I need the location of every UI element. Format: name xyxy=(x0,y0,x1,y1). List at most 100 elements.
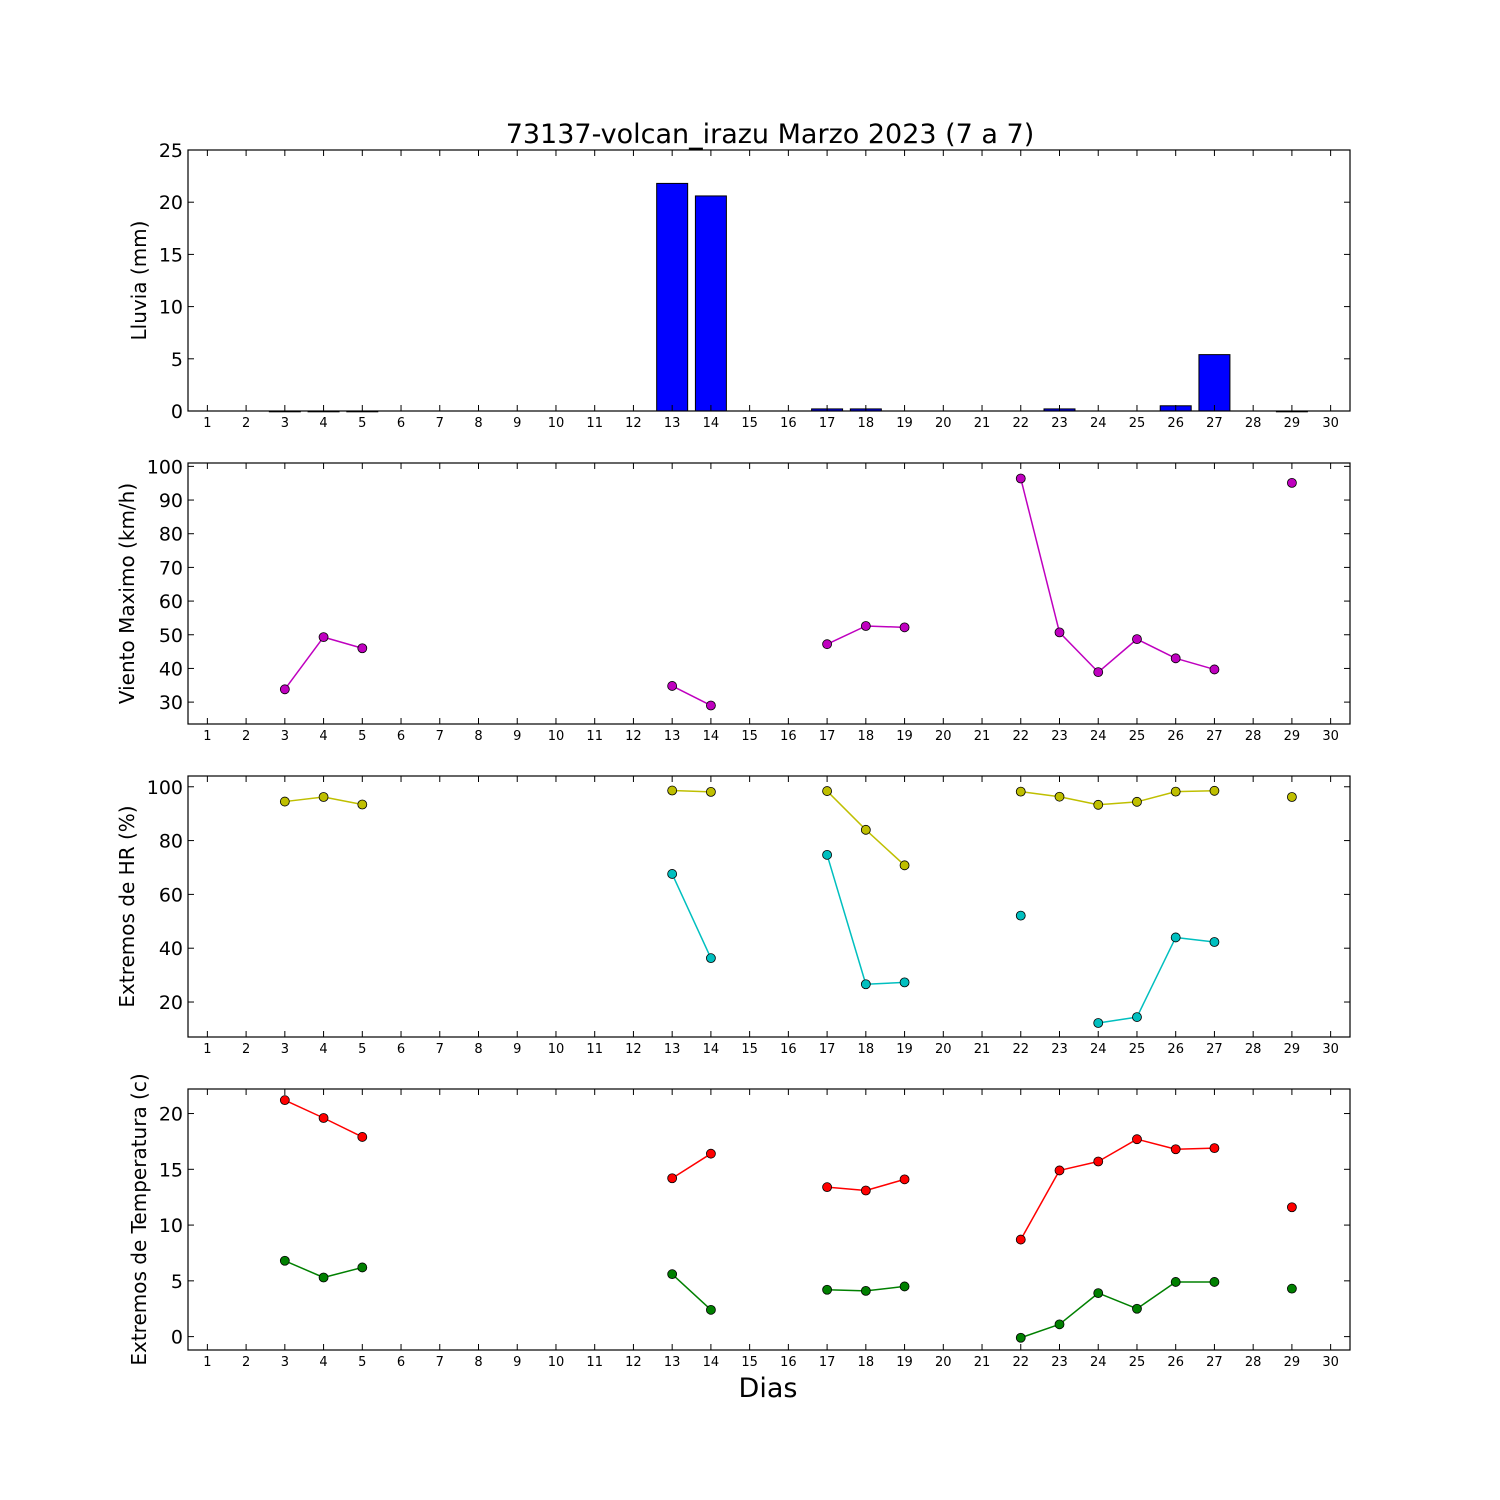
data-point-day-22 xyxy=(1015,786,1026,797)
data-point-day-13 xyxy=(667,869,678,879)
panels-layer: 1 2 3 4 5 6 7 8 9 10 11 12 13 14 15 16 17 18 19 20 21 22 23 24 2… xyxy=(115,140,1351,1370)
series-segment xyxy=(865,981,905,986)
data-point-day-5 xyxy=(357,799,368,810)
x-tick-label: 5 xyxy=(358,416,366,431)
x-tick-label: 26 xyxy=(1167,416,1184,431)
series-segment xyxy=(1020,790,1060,798)
panel-2: 1 2 3 4 5 6 7 8 9 10 11 12 13 14 15 16 17 18 19 20 21 22 23 24 2… xyxy=(115,456,1351,744)
x-tick-label: 9 xyxy=(513,416,521,431)
data-point-day-22 xyxy=(1015,1234,1026,1245)
y-axis-label: Viento Maximo (km/h) xyxy=(115,483,139,704)
x-tick-label: 8 xyxy=(474,729,482,744)
series-segment xyxy=(1059,795,1099,806)
data-point-day-3 xyxy=(279,1095,290,1106)
series-segment xyxy=(284,636,325,690)
series-segment xyxy=(1097,1292,1138,1310)
data-point-day-26 xyxy=(1170,932,1181,943)
rain-bar-day-14 xyxy=(694,195,727,412)
data-point-day-17 xyxy=(822,849,832,860)
y-tick-label: 15 xyxy=(159,244,183,266)
data-point-day-18 xyxy=(860,824,871,835)
x-tick-label: 10 xyxy=(548,1355,565,1370)
data-point-day-24 xyxy=(1093,1156,1104,1167)
data-point-day-18 xyxy=(860,1285,871,1296)
series-segment xyxy=(671,873,712,959)
data-point-day-19 xyxy=(899,1174,910,1185)
series-segment xyxy=(865,625,905,629)
plot-frame xyxy=(187,1088,1351,1351)
panel-1: 1 2 3 4 5 6 7 8 9 10 11 12 13 14 15 16 17 18 19 20 21 22 23 24 2… xyxy=(127,140,1351,431)
x-tick-label: 20 xyxy=(935,1042,952,1057)
series-2 xyxy=(279,1255,1297,1343)
data-point-day-24 xyxy=(1093,667,1104,678)
y-tick-label: 40 xyxy=(159,938,183,960)
x-tick-label: 13 xyxy=(664,1042,681,1057)
series-segment xyxy=(671,1153,712,1179)
x-tick-label: 16 xyxy=(780,729,797,744)
data-point-day-13 xyxy=(667,681,678,691)
x-tick-label: 21 xyxy=(974,1042,991,1057)
x-tick-label: 17 xyxy=(819,1042,836,1057)
data-point-day-4 xyxy=(318,632,329,643)
plot-frame xyxy=(187,149,1351,412)
data-point-day-23 xyxy=(1054,1319,1065,1330)
data-point-day-27 xyxy=(1209,937,1220,947)
x-tick-label: 27 xyxy=(1206,1355,1223,1370)
x-tick-label: 26 xyxy=(1167,729,1184,744)
x-axis-label: Dias xyxy=(739,1373,798,1404)
y-axis-label: Extremos de HR (%) xyxy=(115,805,139,1007)
data-point-day-5 xyxy=(357,643,368,654)
data-point-day-25 xyxy=(1132,634,1142,645)
y-axis-label: Extremos de Temperatura (c) xyxy=(127,1073,151,1365)
data-point-day-25 xyxy=(1132,796,1142,807)
rain-bar-day-13 xyxy=(656,182,689,412)
y-tick-label: 25 xyxy=(159,140,183,162)
series-segment xyxy=(671,685,712,707)
data-point-day-29 xyxy=(1287,477,1297,488)
x-tick-label: 11 xyxy=(586,416,603,431)
x-tick-label: 4 xyxy=(319,1042,327,1057)
data-point-day-25 xyxy=(1132,1012,1142,1022)
x-tick-label: 16 xyxy=(780,1355,797,1370)
series-segment xyxy=(826,625,867,645)
series-segment xyxy=(1136,790,1176,803)
x-tick-label: 23 xyxy=(1051,1042,1068,1057)
x-tick-label: 21 xyxy=(974,416,991,431)
x-tick-label: 30 xyxy=(1322,416,1339,431)
x-tick-label: 5 xyxy=(358,729,366,744)
y-tick-label: 50 xyxy=(159,625,183,647)
x-tick-label: 30 xyxy=(1322,729,1339,744)
series-segment xyxy=(1175,936,1215,943)
rain-bar-day-27 xyxy=(1198,354,1231,412)
data-point-day-25 xyxy=(1132,1303,1142,1314)
data-point-day-4 xyxy=(318,792,329,802)
series-1 xyxy=(279,785,1297,871)
x-tick-label: 8 xyxy=(474,416,482,431)
data-point-day-27 xyxy=(1209,1143,1220,1154)
x-tick-label: 3 xyxy=(281,729,289,744)
data-point-day-29 xyxy=(1287,1202,1297,1213)
data-point-day-14 xyxy=(706,700,716,711)
x-tick-label: 15 xyxy=(741,1042,758,1057)
x-tick-label: 8 xyxy=(474,1355,482,1370)
series-segment xyxy=(1059,1160,1099,1172)
x-tick-label: 16 xyxy=(780,1042,797,1057)
x-tick-label: 10 xyxy=(548,416,565,431)
x-tick-label: 29 xyxy=(1284,729,1301,744)
x-tick-label: 20 xyxy=(935,729,952,744)
data-point-day-19 xyxy=(899,622,910,633)
data-point-day-24 xyxy=(1093,799,1104,810)
y-tick-label: 0 xyxy=(171,1327,183,1349)
panel-3: 1 2 3 4 5 6 7 8 9 10 11 12 13 14 15 16 17 18 19 20 21 22 23 24 2… xyxy=(115,775,1351,1057)
data-point-day-17 xyxy=(822,1182,832,1193)
data-point-day-27 xyxy=(1209,664,1220,675)
data-point-day-26 xyxy=(1170,786,1181,797)
series-segment xyxy=(865,1178,905,1192)
data-point-day-19 xyxy=(899,977,910,988)
x-tick-label: 2 xyxy=(242,1042,250,1057)
data-point-day-14 xyxy=(706,953,716,964)
data-point-day-23 xyxy=(1054,627,1065,638)
x-tick-label: 19 xyxy=(896,729,913,744)
y-tick-label: 15 xyxy=(159,1159,183,1181)
x-tick-label: 14 xyxy=(703,1042,720,1057)
